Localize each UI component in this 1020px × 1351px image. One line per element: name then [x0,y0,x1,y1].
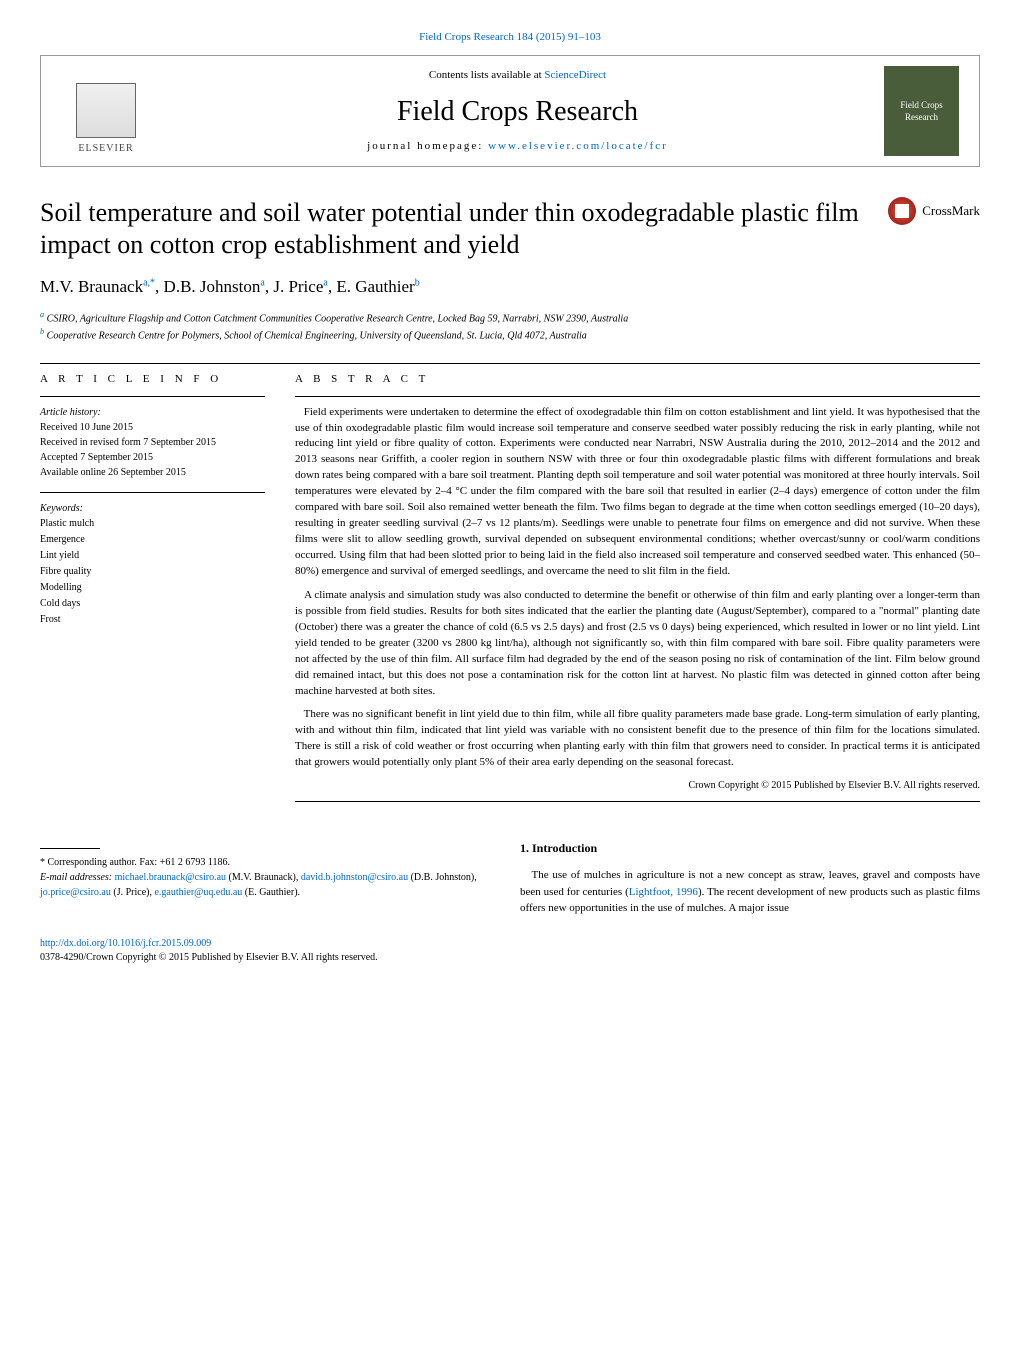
journal-homepage: journal homepage: www.elsevier.com/locat… [151,139,884,154]
journal-title: Field Crops Research [151,92,884,131]
history-line: Accepted 7 September 2015 [40,450,265,465]
abstract-section: A B S T R A C T Field experiments were u… [295,372,980,810]
article-info-sidebar: A R T I C L E I N F O Article history: R… [40,372,265,810]
history-line: Available online 26 September 2015 [40,465,265,480]
history-line: Received 10 June 2015 [40,420,265,435]
article-info-heading: A R T I C L E I N F O [40,372,265,387]
contents-available: Contents lists available at ScienceDirec… [151,68,884,83]
keyword-item: Lint yield [40,548,265,564]
elsevier-tree-icon [76,83,136,138]
affiliation-line: a CSIRO, Agriculture Flagship and Cotton… [40,309,980,326]
sciencedirect-link[interactable]: ScienceDirect [544,69,606,81]
citation-link[interactable]: Field Crops Research 184 (2015) 91–103 [419,31,601,43]
history-label: Article history: [40,405,265,420]
abstract-heading: A B S T R A C T [295,372,980,387]
introduction-heading: 1. Introduction [520,840,980,857]
corresponding-author-block: * Corresponding author. Fax: +61 2 6793 … [40,840,490,916]
keyword-item: Modelling [40,580,265,596]
abstract-paragraph: A climate analysis and simulation study … [295,588,980,700]
author-affil-marker: b [415,277,420,288]
keyword-item: Frost [40,612,265,628]
header-center: Contents lists available at ScienceDirec… [151,68,884,154]
email-person: (M.V. Braunack), [226,872,301,883]
author-affil-marker: a [323,277,327,288]
author-name: E. Gauthier [336,277,414,296]
journal-cover-icon: Field Crops Research [884,66,959,156]
author-name: J. Price [273,277,323,296]
publisher-name: ELSEVIER [78,142,133,156]
email-link[interactable]: michael.braunack@csiro.au [115,872,226,883]
author-name: M.V. Braunack [40,277,143,296]
abstract-paragraph: There was no significant benefit in lint… [295,707,980,771]
author-affil-marker: a [260,277,264,288]
crossmark-badge[interactable]: CrossMark [888,197,980,225]
corresponding-note: * Corresponding author. Fax: +61 2 6793 … [40,855,490,900]
keywords-block: Keywords: Plastic mulchEmergenceLint yie… [40,501,265,628]
keyword-item: Fibre quality [40,564,265,580]
abstract-paragraph: Field experiments were undertaken to det… [295,405,980,580]
article-history: Article history: Received 10 June 2015Re… [40,405,265,480]
top-citation: Field Crops Research 184 (2015) 91–103 [40,30,980,45]
citation-link[interactable]: Lightfoot, 1996 [629,886,698,898]
issn-line: 0378-4290/Crown Copyright © 2015 Publish… [40,951,980,965]
bottom-columns: * Corresponding author. Fax: +61 2 6793 … [40,840,980,916]
affiliations: a CSIRO, Agriculture Flagship and Cotton… [40,309,980,344]
publisher-logo: ELSEVIER [61,66,151,156]
introduction-section: 1. Introduction The use of mulches in ag… [520,840,980,916]
journal-header: ELSEVIER Contents lists available at Sci… [40,55,980,167]
doi-line: http://dx.doi.org/10.1016/j.fcr.2015.09.… [40,937,980,951]
homepage-link[interactable]: www.elsevier.com/locate/fcr [488,140,668,152]
history-line: Received in revised form 7 September 201… [40,435,265,450]
keyword-item: Emergence [40,532,265,548]
email-link[interactable]: jo.price@csiro.au [40,887,111,898]
keyword-item: Cold days [40,596,265,612]
abstract-copyright: Crown Copyright © 2015 Published by Else… [295,779,980,793]
title-row: Soil temperature and soil water potentia… [40,197,980,259]
authors-line: M.V. Braunacka,*, D.B. Johnstona, J. Pri… [40,275,980,299]
info-abstract-row: A R T I C L E I N F O Article history: R… [40,372,980,810]
email-person: (D.B. Johnston), [408,872,477,883]
email-person: (J. Price), [111,887,155,898]
affiliation-line: b Cooperative Research Centre for Polyme… [40,326,980,343]
keywords-label: Keywords: [40,501,265,516]
crossmark-label: CrossMark [922,202,980,220]
doi-link[interactable]: http://dx.doi.org/10.1016/j.fcr.2015.09.… [40,938,211,949]
author-name: D.B. Johnston [164,277,261,296]
introduction-paragraph: The use of mulches in agriculture is not… [520,867,980,917]
crossmark-icon [888,197,916,225]
article-title: Soil temperature and soil water potentia… [40,197,888,259]
email-link[interactable]: e.gauthier@uq.edu.au [154,887,242,898]
author-affil-marker: a,* [143,277,155,288]
email-link[interactable]: david.b.johnston@csiro.au [301,872,408,883]
divider [40,363,980,364]
email-person: (E. Gauthier). [242,887,300,898]
keyword-item: Plastic mulch [40,516,265,532]
